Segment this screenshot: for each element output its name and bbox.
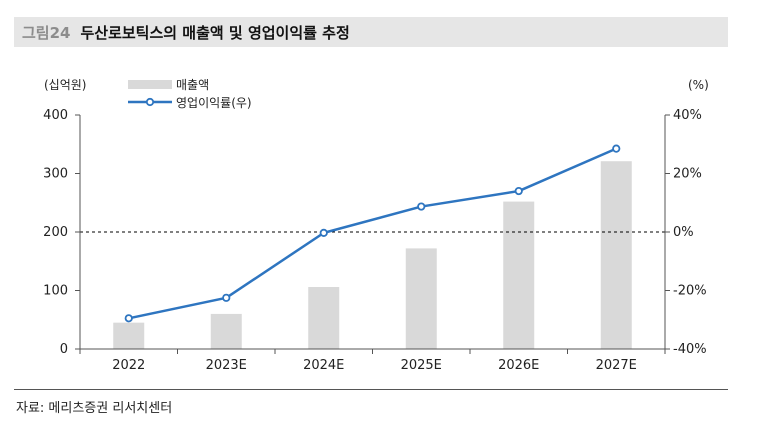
margin-line (128, 147, 617, 320)
bar-2027E (600, 161, 632, 349)
source-divider (14, 389, 728, 390)
right-tick-label: 20% (673, 167, 702, 182)
left-axis-unit: (십억원) (44, 78, 86, 92)
line-layer (124, 144, 621, 323)
right-axis-unit: (%) (688, 78, 709, 92)
right-tick-label: 0% (673, 225, 694, 240)
legend: 매출액 영업이익률(우) (128, 78, 252, 110)
figure-title: 두산로보틱스의 매출액 및 영업이익률 추정 (80, 23, 350, 42)
axes-layer (75, 114, 670, 354)
right-tick-label: -20% (673, 284, 707, 299)
x-tick-label: 2024E (303, 358, 344, 373)
bar-2025E (405, 248, 437, 349)
x-tick-label: 2022 (112, 358, 145, 373)
margin-point-2027E (612, 144, 621, 153)
x-tick-label: 2023E (206, 358, 247, 373)
x-tick-label: 2027E (596, 358, 637, 373)
margin-point-2022 (124, 314, 133, 323)
left-tick-label: 300 (43, 167, 68, 182)
figure-number: 그림24 (22, 23, 71, 42)
left-tick-label: 100 (43, 284, 68, 299)
margin-point-2025E (417, 202, 426, 211)
bar-2024E (308, 286, 340, 349)
legend-line-marker (145, 97, 155, 107)
left-tick-label: 200 (43, 225, 68, 240)
right-tick-label: 40% (673, 108, 702, 123)
margin-point-2023E (222, 293, 231, 302)
legend-bar-label: 매출액 (176, 78, 209, 92)
bar-2023E (210, 313, 242, 349)
x-tick-label: 2025E (401, 358, 442, 373)
legend-bar-swatch (128, 80, 172, 89)
source-note: 자료: 메리츠증권 리서치센터 (16, 401, 173, 416)
right-tick-label: -40% (673, 342, 707, 357)
bars-layer (113, 161, 632, 349)
legend-line-label: 영업이익률(우) (176, 96, 252, 110)
left-tick-label: 400 (43, 108, 68, 123)
left-tick-label: 0 (60, 342, 68, 357)
figure-title-bar: 그림24 두산로보틱스의 매출액 및 영업이익률 추정 (14, 17, 728, 47)
bar-2022 (113, 322, 145, 349)
labels-layer: 0 100 200 300 400 -40% -20% 0% 20% 40% 2022 2023E 20… (43, 108, 706, 373)
margin-point-2026E (514, 186, 523, 196)
bar-2026E (503, 201, 535, 349)
x-tick-label: 2026E (498, 358, 539, 373)
margin-point-2024E (319, 228, 328, 237)
